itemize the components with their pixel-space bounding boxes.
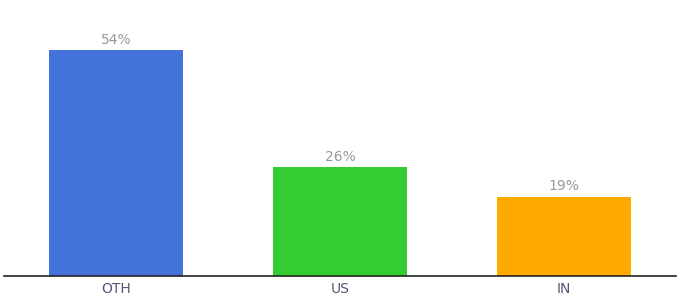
Text: 19%: 19% <box>549 179 579 194</box>
Text: 54%: 54% <box>101 33 131 47</box>
Text: 26%: 26% <box>324 150 356 164</box>
Bar <box>273 167 407 276</box>
Bar <box>496 197 631 276</box>
Bar <box>49 50 184 276</box>
